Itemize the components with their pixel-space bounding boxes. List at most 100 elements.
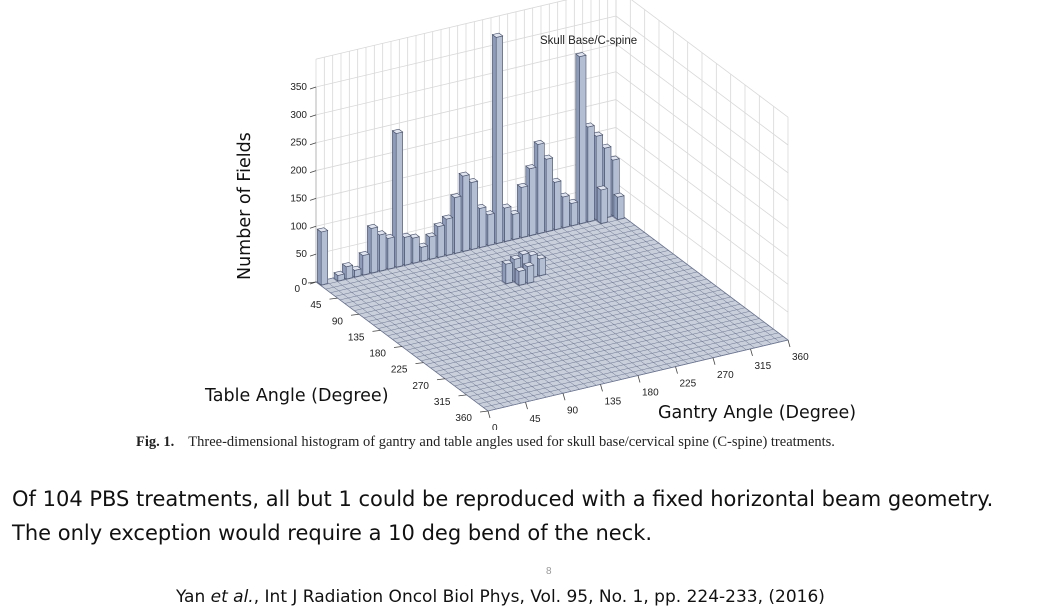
bar-face xyxy=(345,264,354,280)
gantry-tick-mark xyxy=(675,366,678,374)
bar-face xyxy=(600,188,608,224)
bar-face xyxy=(596,186,602,225)
citation-etal: et al. xyxy=(210,587,254,607)
table-tick-label: 90 xyxy=(332,316,344,327)
bar-face xyxy=(387,236,395,270)
bar-top xyxy=(522,261,535,267)
floor-grid-line xyxy=(373,253,674,326)
bar-face xyxy=(470,180,479,250)
floor-grid-line xyxy=(325,217,626,290)
z-tick-mark xyxy=(309,225,317,229)
grid-line xyxy=(615,182,789,313)
grid-line xyxy=(315,0,568,60)
floor-grid-line xyxy=(440,303,741,376)
bar-face xyxy=(404,235,412,266)
gantry-tick-label: 90 xyxy=(567,405,579,416)
grid-line xyxy=(315,127,617,199)
bar-top xyxy=(526,250,538,256)
citation-details: , Int J Radiation Oncol Biol Phys, Vol. … xyxy=(253,587,825,607)
histogram-bar xyxy=(316,227,329,286)
figure-caption: Fig. 1. Three-dimensional histogram of ga… xyxy=(136,434,835,451)
bar-top xyxy=(450,193,462,199)
bar-top xyxy=(608,155,620,161)
bar-face xyxy=(529,166,537,237)
grid-line xyxy=(615,71,789,202)
bar-face xyxy=(520,185,529,238)
floor-grid-line xyxy=(368,250,669,322)
floor-surface xyxy=(315,210,789,412)
bar-top xyxy=(541,154,554,160)
z-tick-label: 50 xyxy=(296,249,308,260)
floor-grid-line xyxy=(464,321,765,394)
axis-ticks: 0 50 100 150 200 250 300 350 0 45 90 135 180 225 270 31… xyxy=(290,82,809,430)
bar-face xyxy=(617,195,625,220)
table-tick-mark xyxy=(479,410,489,413)
bar-top xyxy=(600,143,612,149)
table-tick-label: 225 xyxy=(391,365,408,376)
floor-grid-line xyxy=(468,325,769,397)
z-tick-mark xyxy=(309,170,317,173)
bar-top xyxy=(483,210,495,216)
floor-grid-line xyxy=(349,235,650,308)
gantry-axis-label: Gantry Angle (Degree) xyxy=(658,403,856,423)
z-tick-label: 0 xyxy=(301,277,307,288)
bar-top xyxy=(566,198,579,204)
gantry-tick-label: 270 xyxy=(717,370,734,381)
gantry-tick-mark xyxy=(712,357,716,365)
bar-face xyxy=(420,245,429,262)
floor-grid-line xyxy=(392,268,693,340)
bar-top xyxy=(583,122,595,128)
gantry-tick-mark xyxy=(600,384,603,392)
bar-top xyxy=(516,182,529,188)
body-text-line-1: Of 104 PBS treatments, all but 1 could b… xyxy=(12,487,994,511)
gantry-tick-mark xyxy=(750,348,753,356)
table-tick-label: 135 xyxy=(348,332,365,343)
table-tick-mark xyxy=(458,394,467,397)
floor-grid-line xyxy=(335,225,636,297)
histogram-bar xyxy=(522,261,535,284)
z-tick-label: 100 xyxy=(290,221,307,232)
citation: Yan et al., Int J Radiation Oncol Biol P… xyxy=(176,587,825,607)
body-text-line-2: The only exception would require a 10 de… xyxy=(12,521,653,545)
bar-top xyxy=(575,52,587,58)
bar-top xyxy=(518,249,530,256)
bar-face xyxy=(501,260,507,285)
floor-grid-line xyxy=(478,332,779,405)
bar-face xyxy=(505,262,513,285)
bar-top xyxy=(500,203,512,209)
grid-line xyxy=(315,99,617,171)
bar-face xyxy=(537,142,545,235)
citation-authors: Yan xyxy=(176,587,211,607)
histogram-bar xyxy=(391,128,404,268)
gantry-tick-label: 180 xyxy=(642,388,659,399)
bar-face xyxy=(437,224,445,258)
bar-face xyxy=(504,206,512,242)
table-tick-label: 315 xyxy=(434,397,451,408)
table-tick-label: 45 xyxy=(310,300,322,311)
z-tick-label: 350 xyxy=(290,82,307,93)
bar-top xyxy=(458,171,470,177)
floor-grid-line xyxy=(459,318,760,390)
table-tick-mark xyxy=(350,313,360,316)
bar-top xyxy=(441,214,454,220)
gantry-tick-label: 360 xyxy=(792,352,809,363)
z-tick-mark xyxy=(309,114,317,118)
z-tick-mark xyxy=(309,198,317,201)
chart-3d-histogram: 0 50 100 150 200 250 300 350 0 45 90 135 180 225 270 31… xyxy=(204,0,856,430)
bar-top xyxy=(416,242,429,248)
bar-top xyxy=(433,222,445,228)
bar-top xyxy=(508,209,520,215)
bars-group xyxy=(316,32,625,286)
floor-grid-line xyxy=(483,336,784,408)
bar-top xyxy=(383,233,395,239)
table-tick-mark xyxy=(436,378,446,381)
floor-grid-line xyxy=(425,293,726,365)
table-tick-label: 360 xyxy=(455,413,472,424)
gantry-tick-mark xyxy=(787,339,791,348)
z-tick-mark xyxy=(309,253,317,257)
floor-grid-line xyxy=(444,307,746,379)
bar-face xyxy=(362,253,370,276)
table-tick-mark xyxy=(372,329,381,332)
floor-grid-line xyxy=(401,275,703,347)
gantry-tick-label: 225 xyxy=(680,379,697,390)
